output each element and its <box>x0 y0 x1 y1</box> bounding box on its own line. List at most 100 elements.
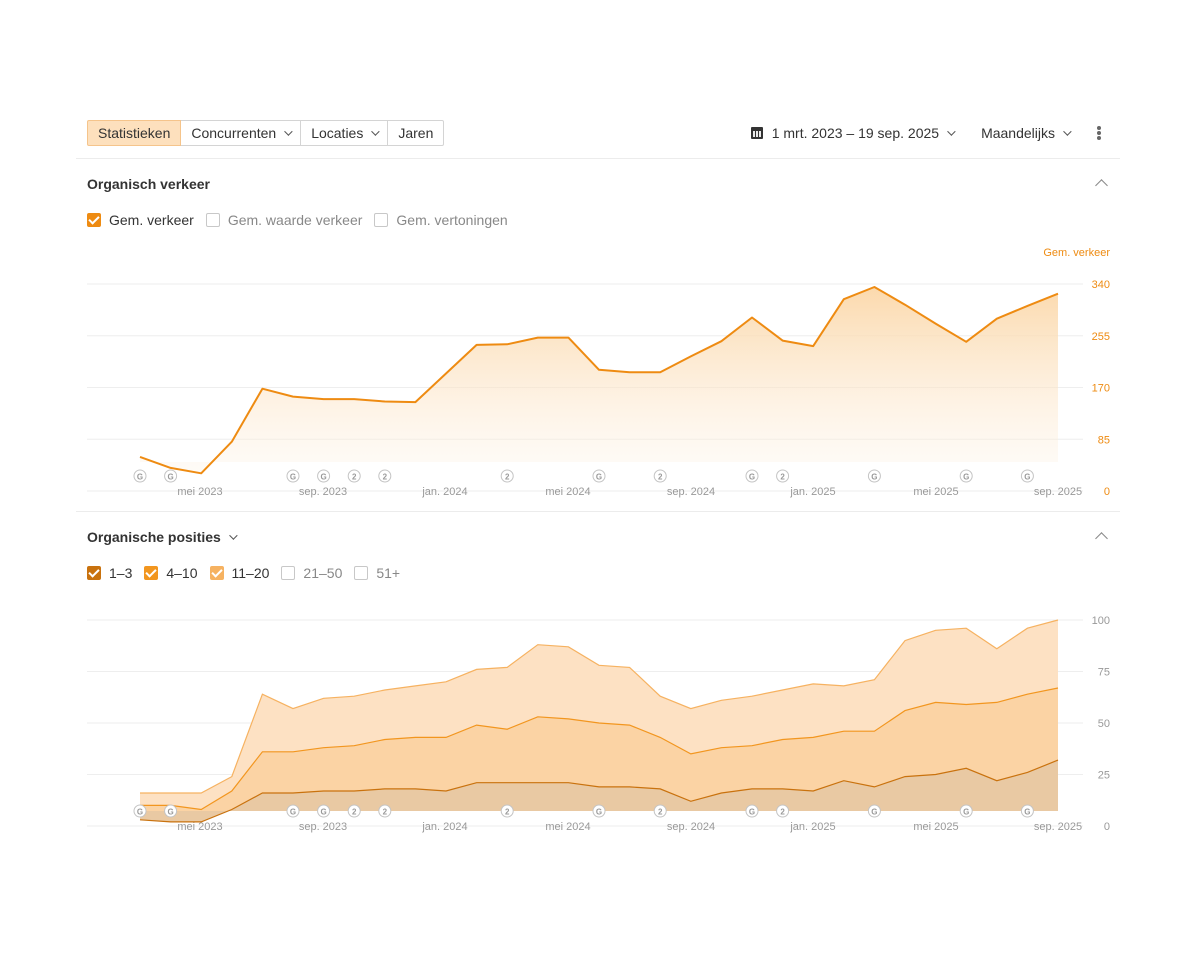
google-update-marker <box>317 469 331 483</box>
chevron-down-icon <box>284 127 293 136</box>
google-update-marker <box>745 469 759 483</box>
marker-label: G <box>871 473 877 482</box>
divider <box>76 158 1120 159</box>
period-selector[interactable]: Maandelijks <box>981 125 1072 141</box>
y-tick-label: 100 <box>1092 615 1110 627</box>
checkbox-checked-icon <box>209 566 224 580</box>
y-tick-label: 25 <box>1098 770 1110 782</box>
legend-pos-1-3[interactable]: 1–3 <box>87 565 132 581</box>
chevron-down-icon <box>1063 127 1072 136</box>
collapse-positions-icon[interactable] <box>1095 532 1108 545</box>
tab-label: Locaties <box>311 125 364 141</box>
checkbox-checked-icon <box>144 566 159 580</box>
y-tick-label: 0 <box>1104 486 1110 498</box>
y-axis-title: Gem. verkeer <box>1043 247 1110 259</box>
annotation-marker <box>378 804 392 818</box>
positions-area-1 <box>140 760 1058 822</box>
more-options-icon[interactable] <box>1097 126 1101 140</box>
annotation-marker <box>500 469 514 483</box>
marker-label: 2 <box>352 808 357 817</box>
positions-legend: 1–3 4–10 11–20 21–50 51+ <box>87 565 412 581</box>
period-label: Maandelijks <box>981 125 1055 141</box>
legend-label: Gem. waarde verkeer <box>227 212 363 228</box>
chart-controls: 1 mrt. 2023 – 19 sep. 2025 Maandelijks <box>750 120 1101 146</box>
marker-label: G <box>167 473 173 482</box>
x-tick-label: mei 2024 <box>545 821 590 833</box>
google-update-marker <box>959 804 973 818</box>
marker-label: G <box>320 473 326 482</box>
google-update-marker <box>317 804 331 818</box>
y-tick-label: 85 <box>1098 434 1110 446</box>
y-tick-label: 75 <box>1098 667 1110 679</box>
x-tick-label: mei 2023 <box>177 486 222 498</box>
tab-label: Concurrenten <box>191 125 277 141</box>
marker-label: G <box>320 808 326 817</box>
legend-label: 1–3 <box>109 565 133 581</box>
google-update-marker <box>959 469 973 483</box>
annotation-marker <box>347 469 361 483</box>
annotation-marker <box>776 804 790 818</box>
marker-label: 2 <box>780 473 785 482</box>
marker-label: G <box>290 808 296 817</box>
y-tick-label: 0 <box>1104 821 1110 833</box>
legend-label: 11–20 <box>231 565 270 581</box>
google-update-marker <box>1020 469 1034 483</box>
checkbox-icon <box>281 566 296 580</box>
chevron-down-icon <box>371 127 381 136</box>
annotation-marker <box>378 469 392 483</box>
x-tick-label: mei 2025 <box>913 486 958 498</box>
legend-pos-21-50[interactable]: 21–50 <box>281 565 342 581</box>
legend-pos-11-20[interactable]: 11–20 <box>209 565 270 581</box>
divider <box>76 511 1120 512</box>
traffic-area <box>140 287 1058 474</box>
marker-label: G <box>137 808 143 817</box>
legend-gem-verkeer[interactable]: Gem. verkeer <box>87 212 194 228</box>
marker-label: G <box>290 473 296 482</box>
marker-label: 2 <box>383 808 388 817</box>
legend-gem-vertoningen[interactable]: Gem. vertoningen <box>374 212 508 228</box>
marker-label: G <box>871 808 877 817</box>
google-update-marker <box>867 469 881 483</box>
date-range-picker[interactable]: 1 mrt. 2023 – 19 sep. 2025 <box>750 125 956 141</box>
date-range-label: 1 mrt. 2023 – 19 sep. 2025 <box>771 125 940 141</box>
annotation-marker <box>653 469 667 483</box>
traffic-legend: Gem. verkeer Gem. waarde verkeer Gem. ve… <box>87 212 520 228</box>
marker-label: G <box>137 473 143 482</box>
positions-line-3 <box>140 619 1059 794</box>
marker-label: G <box>596 473 602 482</box>
google-update-marker <box>592 804 606 818</box>
marker-label: 2 <box>505 808 510 817</box>
marker-label: 2 <box>658 808 663 817</box>
tab-label: Jaren <box>398 125 434 141</box>
google-update-marker <box>592 469 606 483</box>
x-tick-label: mei 2025 <box>913 821 958 833</box>
tab-jaren[interactable]: Jaren <box>388 120 445 146</box>
legend-gem-waarde-verkeer[interactable]: Gem. waarde verkeer <box>205 212 363 228</box>
google-update-marker <box>286 469 300 483</box>
tab-statistieken[interactable]: Statistieken <box>87 120 182 146</box>
section-title-positions[interactable]: Organische posities <box>87 529 238 545</box>
marker-label: 2 <box>658 473 663 482</box>
y-tick-label: 255 <box>1092 331 1110 343</box>
positions-area-2 <box>140 688 1058 822</box>
legend-label: 4–10 <box>166 565 198 581</box>
marker-label: G <box>749 473 755 482</box>
legend-label: Gem. vertoningen <box>396 212 508 228</box>
google-update-marker <box>867 804 881 818</box>
checkbox-icon <box>205 213 220 227</box>
marker-label: G <box>1024 473 1030 482</box>
y-tick-label: 170 <box>1092 383 1110 395</box>
legend-pos-4-10[interactable]: 4–10 <box>144 565 198 581</box>
chevron-down-icon <box>228 531 238 540</box>
google-update-marker <box>164 469 178 483</box>
legend-pos-51-plus[interactable]: 51+ <box>354 565 400 581</box>
tab-concurrenten[interactable]: Concurrenten <box>181 120 302 146</box>
tab-locaties[interactable]: Locaties <box>301 120 389 146</box>
collapse-traffic-icon[interactable] <box>1095 179 1108 192</box>
google-update-marker <box>1020 804 1034 818</box>
marker-label: G <box>596 808 602 817</box>
x-tick-label: sep. 2025 <box>1034 821 1082 833</box>
checkbox-checked-icon <box>87 213 101 227</box>
google-update-marker <box>164 804 178 818</box>
marker-label: G <box>963 473 969 482</box>
